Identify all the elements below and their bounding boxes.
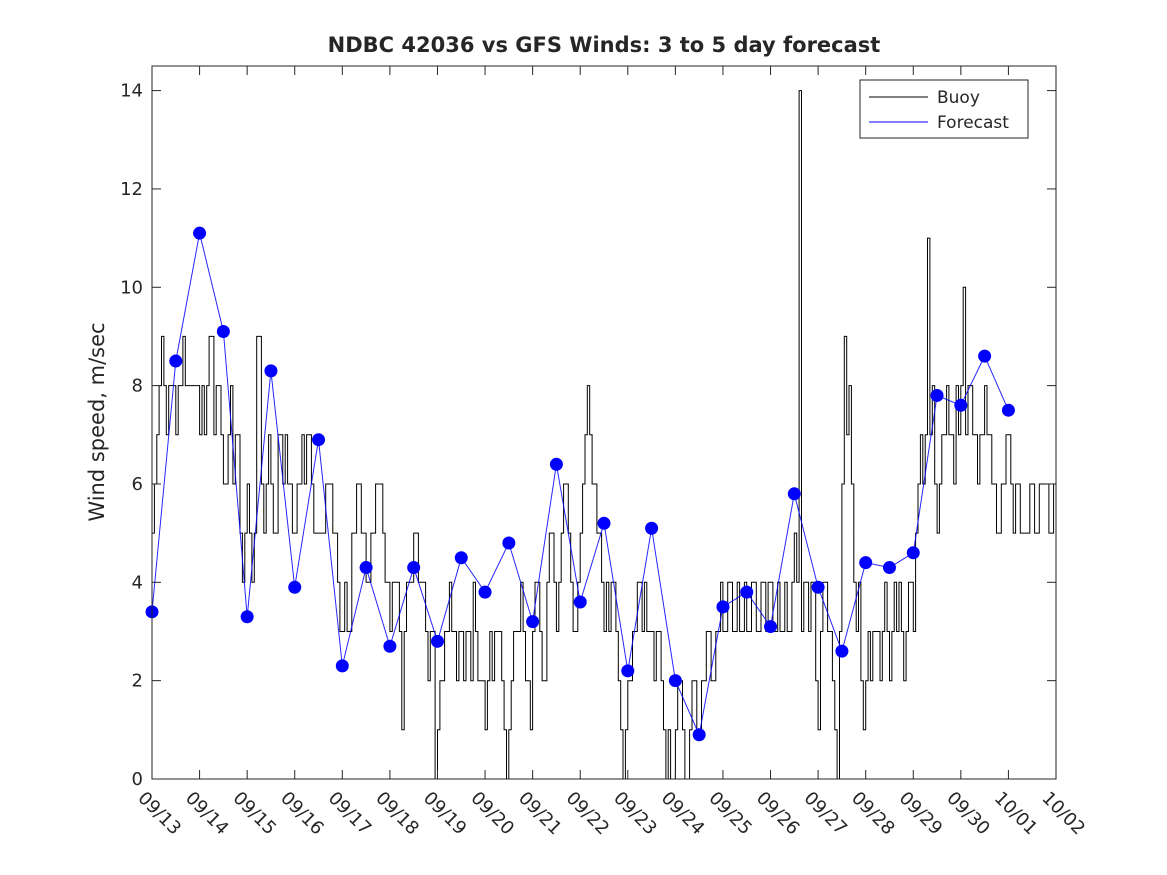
forecast-point	[288, 580, 302, 594]
y-tick-label: 2	[132, 671, 143, 692]
y-axis-label: Wind speed, m/sec	[85, 322, 109, 521]
forecast-point	[787, 487, 801, 501]
forecast-point	[978, 349, 992, 363]
legend-label-buoy: Buoy	[937, 88, 980, 108]
legend-box	[859, 79, 1029, 139]
forecast-point	[240, 610, 254, 624]
forecast-point	[740, 585, 754, 599]
y-tick-label: 8	[132, 376, 143, 397]
y-tick-label: 6	[132, 474, 143, 495]
y-tick-label: 0	[132, 769, 143, 790]
forecast-point	[692, 728, 706, 742]
forecast-point	[549, 457, 563, 471]
forecast-point	[407, 561, 421, 575]
forecast-point	[335, 659, 349, 673]
forecast-point	[430, 634, 444, 648]
legend: Buoy Forecast	[859, 79, 1029, 139]
forecast-point	[383, 639, 397, 653]
forecast-point	[859, 556, 873, 570]
forecast-point	[597, 516, 611, 530]
forecast-point	[169, 354, 183, 368]
forecast-point	[573, 595, 587, 609]
forecast-point	[621, 664, 635, 678]
forecast-point	[526, 615, 540, 629]
forecast-point	[454, 551, 468, 565]
buoy-series-line	[152, 90, 1056, 780]
forecast-point	[216, 325, 230, 339]
forecast-point	[1001, 403, 1015, 417]
forecast-point	[645, 521, 659, 535]
y-tick-label: 14	[120, 81, 143, 102]
forecast-point	[954, 398, 968, 412]
forecast-point	[502, 536, 516, 550]
forecast-point	[811, 580, 825, 594]
forecast-point	[264, 364, 278, 378]
forecast-point	[478, 585, 492, 599]
forecast-point	[882, 561, 896, 575]
forecast-point	[668, 674, 682, 688]
legend-label-forecast: Forecast	[937, 113, 1009, 133]
y-tick-label: 10	[120, 277, 143, 298]
forecast-point	[906, 546, 920, 560]
forecast-point	[359, 561, 373, 575]
y-tick-label: 12	[120, 179, 143, 200]
forecast-point	[716, 600, 730, 614]
chart-title: NDBC 42036 vs GFS Winds: 3 to 5 day fore…	[328, 33, 881, 57]
forecast-point	[764, 620, 778, 634]
forecast-point	[930, 388, 944, 402]
forecast-point	[312, 433, 326, 447]
forecast-point	[193, 226, 207, 240]
forecast-point	[835, 644, 849, 658]
y-axis: 0 2 4 6 8 10 12 14	[120, 81, 1056, 790]
y-tick-label: 4	[132, 572, 143, 593]
axes-box	[151, 65, 1057, 780]
